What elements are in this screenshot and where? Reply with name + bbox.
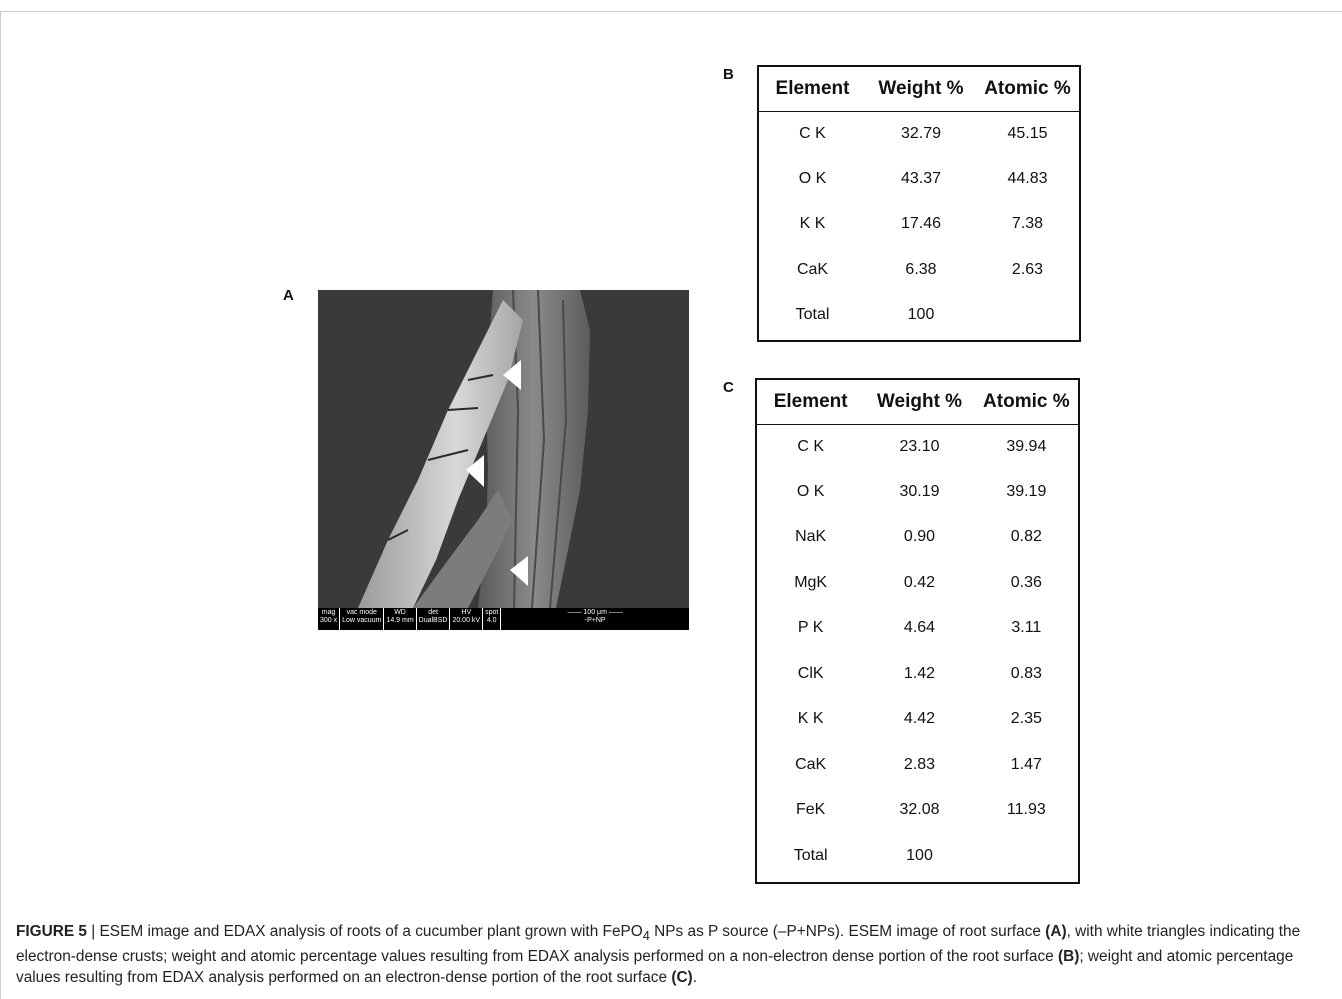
col-atomic: Atomic % — [983, 391, 1070, 412]
caption-text: NPs as P source (–P+NPs). ESEM image of … — [649, 923, 1046, 940]
cell: O K — [796, 483, 825, 500]
table-row: C K 23.10 39.94 — [757, 425, 1078, 470]
panel-b-label: B — [723, 66, 734, 83]
caption-ref-b: (B) — [1058, 948, 1080, 966]
cell: Total — [795, 306, 830, 323]
cell: 6.38 — [905, 260, 937, 278]
cell: MgK — [794, 573, 828, 591]
cell: 43.37 — [900, 170, 942, 187]
table-row: O K 43.37 44.83 — [759, 157, 1079, 202]
sem-meta-det: det DualBSD — [417, 608, 451, 630]
sem-meta-spot: spot 4.0 — [483, 608, 502, 630]
caption-text: ; weight and atomic percentage values re… — [16, 948, 1294, 987]
sem-meta-vac-mode: vac mode Low vacuum — [340, 608, 385, 630]
sem-scale-bar: —— 100 μm —— -P+NP — [567, 609, 623, 624]
sem-meta-mag: mag 300 x — [318, 608, 341, 630]
caption-sep: | — [86, 923, 100, 940]
cell: FeK — [795, 801, 826, 818]
cell: 0.90 — [903, 528, 936, 545]
table-row: CaK 6.38 2.63 — [759, 247, 1079, 293]
cell: 2.35 — [1010, 710, 1042, 727]
caption-text: , with white triangles indicating the el… — [16, 923, 1301, 966]
cell: P K — [797, 619, 824, 636]
table-row: CaK 2.83 1.47 — [757, 742, 1078, 788]
cell: 32.79 — [900, 125, 942, 143]
col-element: Element — [775, 78, 850, 99]
root-micrograph — [318, 290, 689, 608]
caption-subscript: 4 — [642, 928, 650, 944]
cell: ClK — [797, 664, 824, 682]
cell: 4.42 — [903, 710, 936, 727]
figure-caption: FIGURE 5 | ESEM image and EDAX analysis … — [16, 921, 1336, 988]
table-row: NaK 0.90 0.82 — [757, 515, 1078, 560]
cell: 39.94 — [1006, 438, 1047, 456]
cell: 23.10 — [899, 438, 940, 456]
cell: 2.63 — [1011, 260, 1044, 278]
panel-a-label: A — [283, 287, 294, 304]
cell: 30.19 — [899, 483, 940, 500]
table-b-header: Element Weight % Atomic % — [759, 67, 1079, 112]
cell — [976, 293, 1079, 338]
cell: C K — [797, 438, 824, 456]
table-row: FeK 32.08 11.93 — [757, 788, 1078, 833]
cell: NaK — [795, 528, 827, 545]
cell: 1.47 — [1010, 755, 1042, 773]
sem-meta-wd: WD 14.9 mm — [384, 608, 417, 630]
cell: 32.08 — [899, 801, 940, 818]
col-element: Element — [773, 391, 848, 412]
caption-text: ESEM image and EDAX analysis of roots of… — [99, 923, 643, 940]
table-row: C K 32.79 45.15 — [759, 112, 1079, 157]
col-weight: Weight % — [876, 391, 963, 412]
cell: 7.38 — [1011, 215, 1044, 232]
cell: 45.15 — [1007, 125, 1048, 143]
cell: 3.11 — [1011, 619, 1042, 636]
table-row: Total 100 — [759, 293, 1079, 338]
cell: 4.64 — [903, 619, 936, 636]
table-c-header: Element Weight % Atomic % — [757, 380, 1078, 425]
table-row: K K 4.42 2.35 — [757, 697, 1078, 742]
table-row: MgK 0.42 0.36 — [757, 560, 1078, 606]
cell: 2.83 — [903, 755, 936, 773]
cell: 0.42 — [903, 573, 936, 591]
table-row: O K 30.19 39.19 — [757, 470, 1078, 515]
sem-meta-hv: HV 20.00 kV — [450, 608, 484, 630]
cell: K K — [797, 710, 824, 727]
caption-ref-c: (C) — [671, 969, 693, 987]
table-row: K K 17.46 7.38 — [759, 202, 1079, 247]
panel-c-label: C — [723, 379, 734, 396]
cell: 100 — [906, 846, 933, 864]
col-atomic: Atomic % — [984, 78, 1071, 99]
cell: CaK — [795, 755, 827, 773]
col-weight: Weight % — [878, 78, 964, 99]
cell: 0.82 — [1010, 528, 1042, 545]
esem-image: mag 300 x vac mode Low vacuum WD 14.9 mm de… — [318, 290, 689, 630]
table-row: P K 4.64 3.11 — [757, 606, 1078, 651]
cell: CaK — [796, 260, 829, 278]
cell: O K — [798, 170, 827, 187]
table-c: Element Weight % Atomic % C K 23.10 39.94 … — [755, 378, 1080, 884]
cell: Total — [793, 846, 828, 864]
cell: 39.19 — [1006, 483, 1047, 500]
cell: C K — [799, 125, 826, 143]
cell: K K — [799, 215, 826, 232]
caption-text: . — [692, 969, 697, 987]
cell — [975, 833, 1078, 879]
cell: 17.46 — [900, 215, 942, 232]
table-b: Element Weight % Atomic % C K 32.79 45.15 … — [757, 65, 1081, 342]
sem-info-bar: mag 300 x vac mode Low vacuum WD 14.9 mm de… — [318, 608, 689, 630]
cell: 0.83 — [1010, 664, 1042, 682]
cell: 100 — [907, 306, 935, 323]
cell: 11.93 — [1006, 801, 1046, 818]
cell: 0.36 — [1010, 573, 1042, 591]
figure-frame-left — [0, 11, 1, 999]
table-row: ClK 1.42 0.83 — [757, 651, 1078, 697]
caption-ref-a: (A) — [1045, 923, 1067, 940]
table-row: Total 100 — [757, 833, 1078, 879]
figure-label: FIGURE 5 — [16, 923, 87, 940]
cell: 1.42 — [903, 664, 936, 682]
figure-frame-top — [0, 11, 1342, 12]
cell: 44.83 — [1007, 170, 1048, 187]
